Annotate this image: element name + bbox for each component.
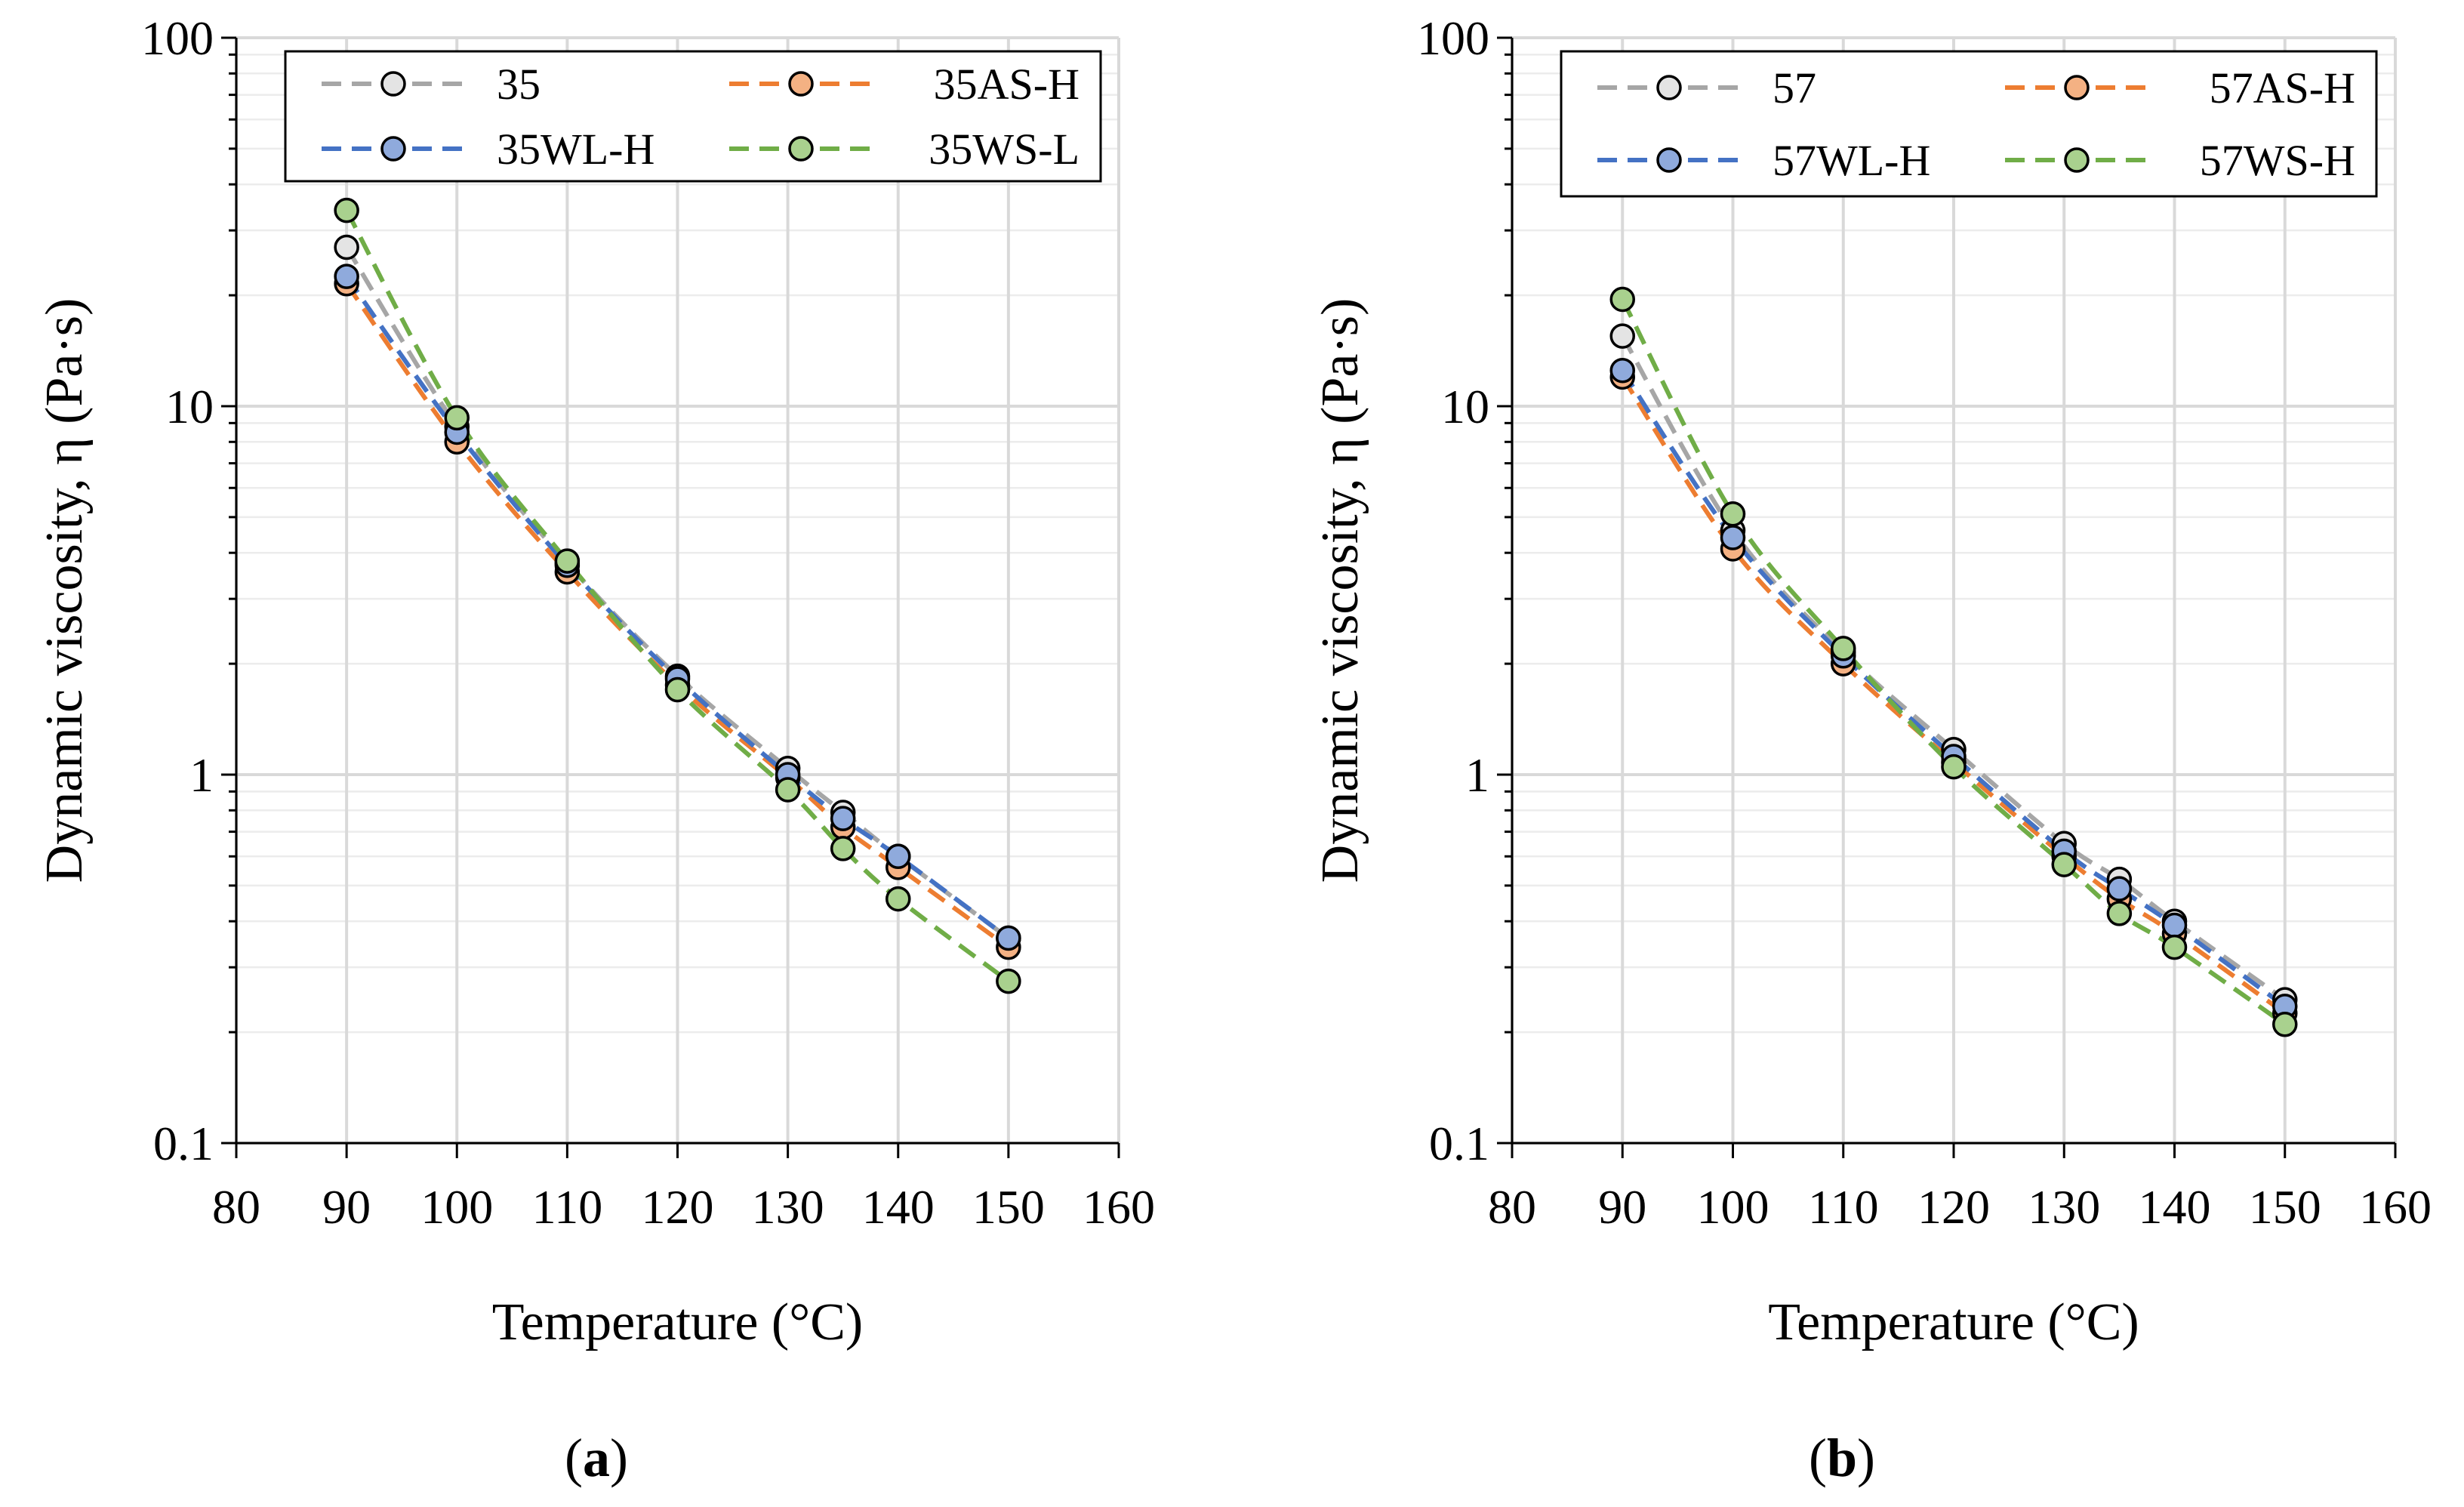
panel-label: (a) <box>565 1428 628 1488</box>
data-point-57WS-H <box>2272 1012 2298 1037</box>
x-tick-label: 90 <box>1598 1180 1646 1234</box>
x-tick-label: 110 <box>1808 1180 1879 1234</box>
data-point-35WL-H <box>334 263 359 289</box>
legend-marker-57 <box>1656 75 1682 100</box>
data-point-57WL-H <box>1720 525 1746 550</box>
legend-box <box>1560 50 2378 198</box>
legend-marker-35WS-L <box>788 136 814 162</box>
data-point-35WS-L <box>830 836 856 861</box>
x-tick-label: 140 <box>2139 1180 2211 1234</box>
data-point-57WL-H <box>2161 912 2188 938</box>
data-point-57WS-H <box>2051 852 2077 877</box>
x-tick-label: 160 <box>2359 1180 2432 1234</box>
x-tick-label: 100 <box>420 1180 493 1234</box>
x-tick-label: 160 <box>1083 1180 1155 1234</box>
data-point-57 <box>1609 323 1635 349</box>
legend-marker-57AS-H <box>2064 75 2090 100</box>
data-point-35WL-H <box>996 925 1021 951</box>
data-point-57WL-H <box>1609 357 1635 384</box>
x-tick-label: 80 <box>1488 1180 1536 1234</box>
legend-label-35AS-H: 35AS-H <box>934 60 1080 109</box>
data-point-35WS-L <box>444 405 470 431</box>
y-axis-title: Dynamic viscosity, η (Pa·s) <box>35 298 94 883</box>
x-tick-label: 140 <box>862 1180 935 1234</box>
data-point-35WL-H <box>830 806 856 831</box>
legend-label-35WL-H: 35WL-H <box>497 125 654 174</box>
data-point-57WS-H <box>1720 501 1746 527</box>
legend-label-35WS-L: 35WS-L <box>929 125 1080 174</box>
y-tick-label: 10 <box>1441 380 1489 433</box>
x-tick-label: 110 <box>532 1180 603 1234</box>
legend-marker-35 <box>380 71 406 97</box>
y-axis-title: Dynamic viscosity, η (Pa·s) <box>1311 298 1369 883</box>
y-tick-label: 0.1 <box>1429 1117 1489 1170</box>
data-point-35WS-L <box>554 548 581 574</box>
x-tick-label: 80 <box>212 1180 260 1234</box>
legend-label-57WL-H: 57WL-H <box>1773 136 1930 185</box>
x-tick-label: 130 <box>2028 1180 2100 1234</box>
data-point-35WS-L <box>775 777 801 803</box>
y-tick-label: 1 <box>189 748 214 802</box>
x-tick-label: 130 <box>752 1180 824 1234</box>
x-tick-label: 150 <box>2249 1180 2321 1234</box>
x-tick-label: 100 <box>1697 1180 1769 1234</box>
y-tick-label: 0.1 <box>153 1117 214 1170</box>
panel-label: (b) <box>1809 1428 1875 1488</box>
data-point-35WL-H <box>886 843 911 870</box>
legend-marker-57WL-H <box>1656 147 1682 173</box>
data-point-35 <box>334 234 359 260</box>
legend-marker-35AS-H <box>788 71 814 97</box>
data-point-57WS-H <box>1609 286 1635 313</box>
legend-label-57WS-H: 57WS-H <box>2200 136 2355 185</box>
data-point-35WS-L <box>664 676 691 703</box>
y-tick-label: 100 <box>1417 11 1489 65</box>
x-tick-label: 120 <box>642 1180 714 1234</box>
data-point-35WS-L <box>334 197 359 223</box>
y-tick-label: 1 <box>1465 748 1489 802</box>
x-tick-label: 120 <box>1917 1180 1990 1234</box>
x-axis-title: Temperature (°C) <box>492 1293 863 1351</box>
data-point-57WL-H <box>2106 876 2133 901</box>
x-axis-title: Temperature (°C) <box>1768 1293 2139 1351</box>
data-point-35WS-L <box>996 968 1021 994</box>
x-tick-label: 90 <box>322 1180 371 1234</box>
legend-label-35: 35 <box>497 60 541 109</box>
legend-label-57AS-H: 57AS-H <box>2210 63 2355 112</box>
data-point-57WS-H <box>2161 934 2188 960</box>
legend-box <box>284 50 1102 183</box>
legend-marker-57WS-H <box>2064 147 2090 173</box>
legend-label-57: 57 <box>1773 63 1816 112</box>
data-point-57WS-H <box>1831 636 1856 661</box>
y-tick-label: 10 <box>165 380 214 433</box>
data-point-57WS-H <box>2106 901 2133 926</box>
legend-marker-35WL-H <box>380 136 406 162</box>
y-tick-label: 100 <box>141 11 214 65</box>
x-tick-label: 150 <box>972 1180 1045 1234</box>
data-point-57WS-H <box>1941 754 1967 780</box>
data-point-35WS-L <box>886 886 911 912</box>
